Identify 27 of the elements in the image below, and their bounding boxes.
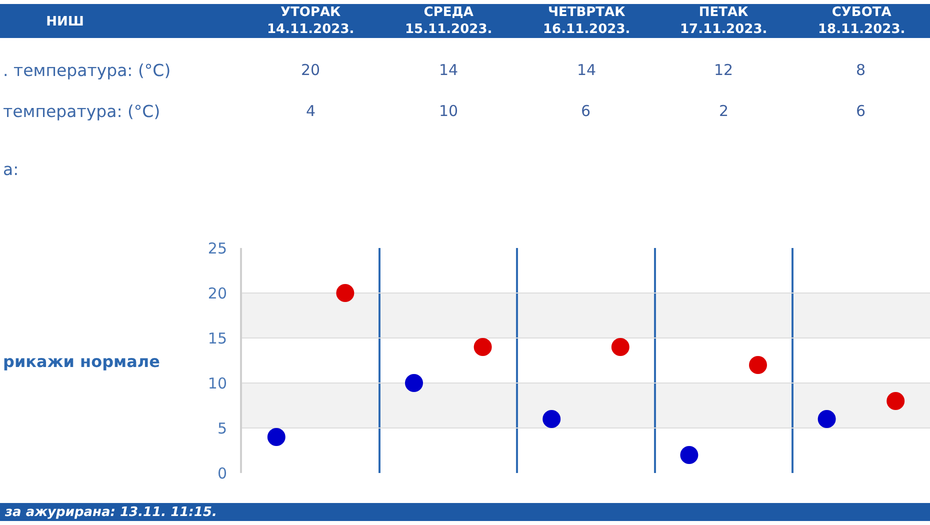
y-tick-label: 10 — [208, 374, 227, 392]
y-tick-label: 15 — [208, 329, 227, 348]
data-label: 2 — [719, 102, 729, 120]
data-label: 14 — [577, 61, 596, 79]
text: НИШ — [46, 14, 84, 30]
text: рикажи нормале — [3, 352, 160, 371]
text: СУБОТА 18.11.2023. — [818, 5, 906, 37]
text: . температура: (°C) — [3, 61, 171, 80]
data-label: 20 — [301, 61, 320, 79]
text: ЧЕТВРТАК 16.11.2023. — [543, 5, 630, 37]
text: ПЕТАК 17.11.2023. — [680, 5, 768, 37]
data-label: 8 — [856, 61, 866, 79]
data-label: 6 — [581, 102, 591, 120]
data-label: 4 — [306, 102, 316, 120]
text: СРЕДА 15.11.2023. — [405, 5, 492, 37]
data-label: 12 — [714, 61, 734, 79]
y-tick-label: 0 — [217, 464, 227, 482]
y-tick-label: 25 — [208, 239, 227, 258]
y-tick-label: 20 — [208, 284, 227, 302]
y-tick-label: 5 — [217, 419, 227, 438]
text: за ажурирана: 13.11. 11:15. — [4, 505, 217, 520]
text: температура: (°C) — [3, 102, 160, 121]
data-label: 6 — [856, 102, 866, 120]
data-label: 14 — [439, 61, 458, 79]
text: а: — [3, 160, 19, 179]
text: УТОРАК 14.11.2023. — [267, 5, 354, 37]
data-label: 10 — [439, 102, 458, 120]
